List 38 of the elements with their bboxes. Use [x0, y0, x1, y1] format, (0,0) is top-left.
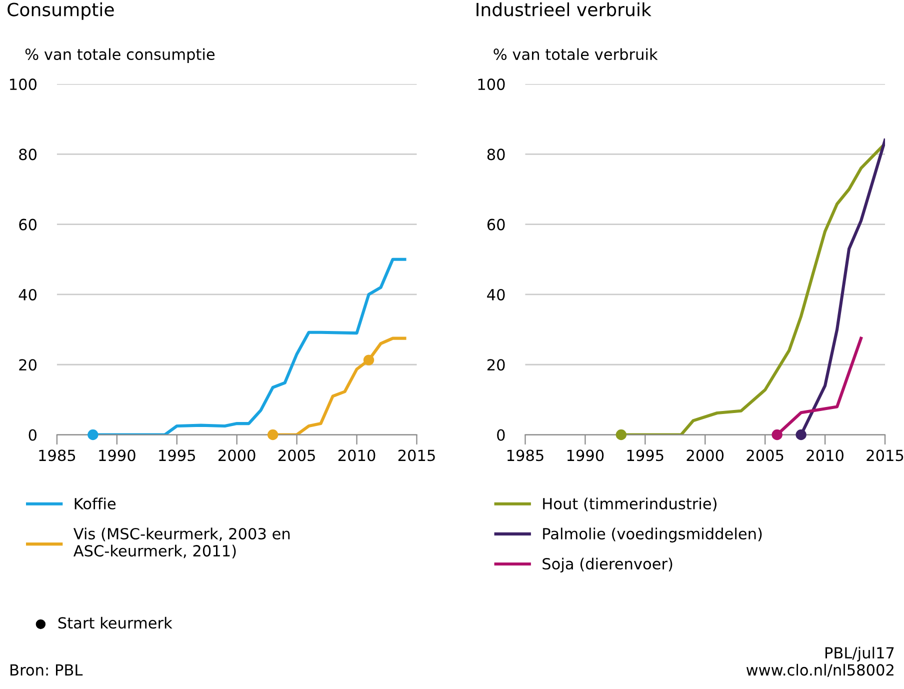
- y-tick-label: 60: [19, 218, 36, 230]
- x-tick-label: 2010: [806, 450, 844, 462]
- x-tick-label: 2010: [338, 450, 376, 462]
- legend-label: Koffie: [74, 498, 116, 510]
- y-tick-label: 0: [497, 429, 505, 441]
- y-tick-label: 20: [487, 359, 505, 371]
- x-tick-label: 1990: [99, 450, 136, 462]
- x-tick-label: 1990: [567, 450, 604, 462]
- x-tick-label: 2005: [278, 450, 315, 462]
- y-tick-label: 100: [10, 78, 36, 90]
- text: PBL/jul17 www.clo.nl/nl58002: [746, 646, 894, 677]
- chart-title: Consumptie: [8, 2, 114, 20]
- x-tick-label: 2015: [398, 450, 435, 462]
- y-axis-title: % van totale consumptie: [25, 48, 215, 64]
- y-tick-label: 80: [19, 148, 36, 160]
- text: Start keurmerk: [58, 616, 172, 629]
- legend-label: Hout (timmerindustrie): [543, 498, 716, 512]
- x-tick-label: 1985: [39, 450, 76, 462]
- legend-label: Vis (MSC-keurmerk, 2003 en ASC-keurmerk, 2011): [73, 528, 290, 558]
- legend-label: Palmolie (voedingsmiddelen): [543, 528, 762, 542]
- x-tick-label: 2000: [218, 450, 256, 462]
- x-tick-label: 2015: [866, 450, 904, 462]
- x-tick-label: 1985: [507, 450, 544, 462]
- text: Bron: PBL: [10, 664, 83, 676]
- legend-label: Soja (dierenvoer): [542, 558, 672, 573]
- x-tick-label: 1995: [627, 450, 664, 462]
- y-tick-label: 40: [18, 288, 36, 300]
- y-tick-label: 80: [487, 148, 505, 160]
- y-tick-label: 20: [19, 359, 36, 371]
- y-tick-label: 0: [28, 429, 36, 441]
- x-tick-label: 2000: [686, 450, 724, 462]
- y-tick-label: 100: [478, 78, 505, 90]
- y-tick-label: 60: [487, 218, 505, 230]
- x-tick-label: 1995: [159, 450, 195, 462]
- y-tick-label: 40: [487, 288, 505, 300]
- x-tick-label: 2005: [746, 450, 784, 462]
- y-axis-title: % van totale verbruik: [494, 48, 658, 60]
- chart-title: Industrieel verbruik: [476, 2, 652, 16]
